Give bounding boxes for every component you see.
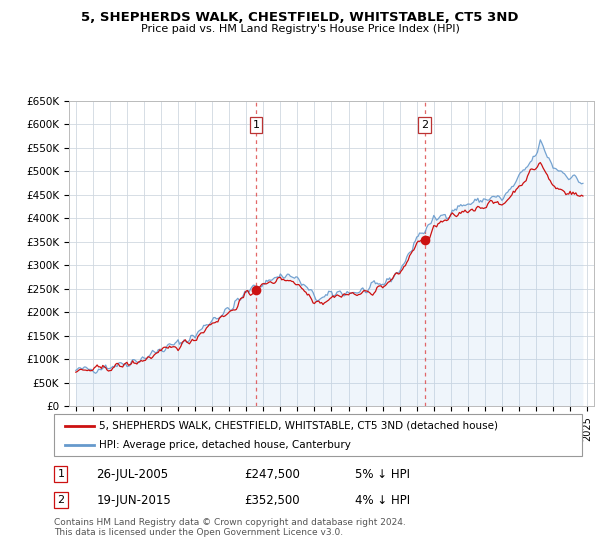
Text: 5% ↓ HPI: 5% ↓ HPI bbox=[355, 468, 410, 480]
Text: HPI: Average price, detached house, Canterbury: HPI: Average price, detached house, Cant… bbox=[99, 440, 351, 450]
Text: 26-JUL-2005: 26-JUL-2005 bbox=[96, 468, 169, 480]
Text: 19-JUN-2015: 19-JUN-2015 bbox=[96, 494, 171, 507]
Text: 2: 2 bbox=[58, 495, 64, 505]
Text: 4% ↓ HPI: 4% ↓ HPI bbox=[355, 494, 410, 507]
Text: Contains HM Land Registry data © Crown copyright and database right 2024.
This d: Contains HM Land Registry data © Crown c… bbox=[54, 518, 406, 538]
Text: 5, SHEPHERDS WALK, CHESTFIELD, WHITSTABLE, CT5 3ND: 5, SHEPHERDS WALK, CHESTFIELD, WHITSTABL… bbox=[81, 11, 519, 24]
Text: £247,500: £247,500 bbox=[244, 468, 300, 480]
Text: Price paid vs. HM Land Registry's House Price Index (HPI): Price paid vs. HM Land Registry's House … bbox=[140, 24, 460, 34]
Text: £352,500: £352,500 bbox=[244, 494, 300, 507]
Text: 1: 1 bbox=[253, 120, 259, 130]
Text: 1: 1 bbox=[58, 469, 64, 479]
Text: 5, SHEPHERDS WALK, CHESTFIELD, WHITSTABLE, CT5 3ND (detached house): 5, SHEPHERDS WALK, CHESTFIELD, WHITSTABL… bbox=[99, 421, 498, 431]
Text: 2: 2 bbox=[421, 120, 428, 130]
